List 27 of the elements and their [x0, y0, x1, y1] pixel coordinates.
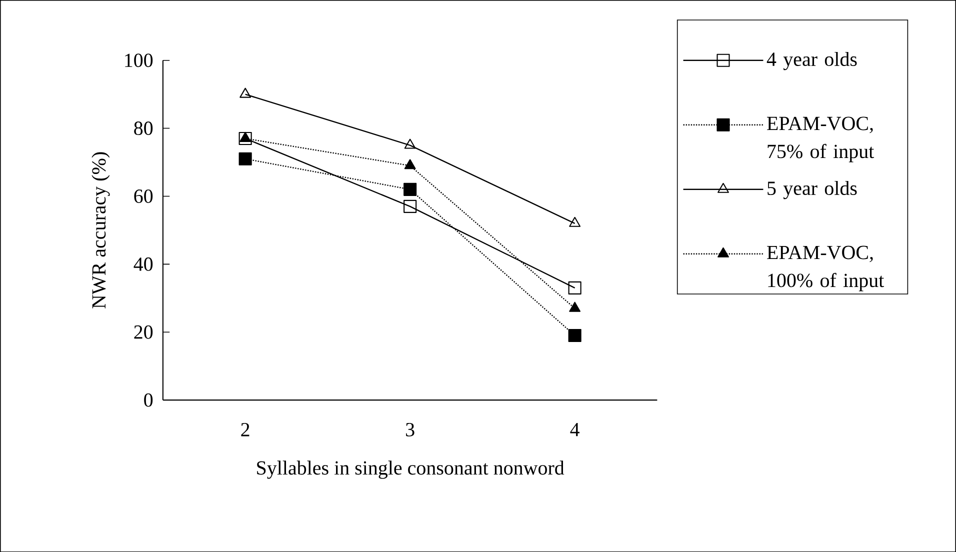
point [569, 302, 581, 312]
y-tick-label: 60 [134, 189, 153, 203]
x-tick-label: 3 [406, 422, 414, 436]
point [404, 182, 417, 196]
y-tick-label: 20 [134, 325, 153, 339]
y-tick-label: 100 [125, 53, 153, 67]
x-tick-label: 4 [570, 422, 580, 436]
y-tick-label: 0 [144, 393, 153, 407]
point [240, 88, 252, 98]
y-axis-title: NWR accuracy (%) [92, 152, 110, 308]
x-axis-title: Syllables in single consonant nonword [257, 460, 564, 479]
point [238, 132, 252, 145]
x-tick-label: 2 [241, 422, 250, 436]
legend-label: EPAM-VOC, 100% of input [767, 246, 884, 292]
point [569, 216, 581, 227]
point [404, 138, 416, 149]
point [240, 132, 252, 142]
y-tick-label: 80 [134, 121, 153, 135]
y-tick-label: 40 [134, 257, 153, 271]
legend-label: 5 year olds [768, 180, 857, 199]
point [404, 158, 416, 170]
point [568, 281, 582, 294]
point [404, 200, 417, 213]
legend-label: EPAM-VOC, 75% of input [767, 116, 874, 162]
legend-label: 4 year olds [766, 52, 857, 70]
point [238, 152, 252, 166]
point [568, 328, 582, 342]
